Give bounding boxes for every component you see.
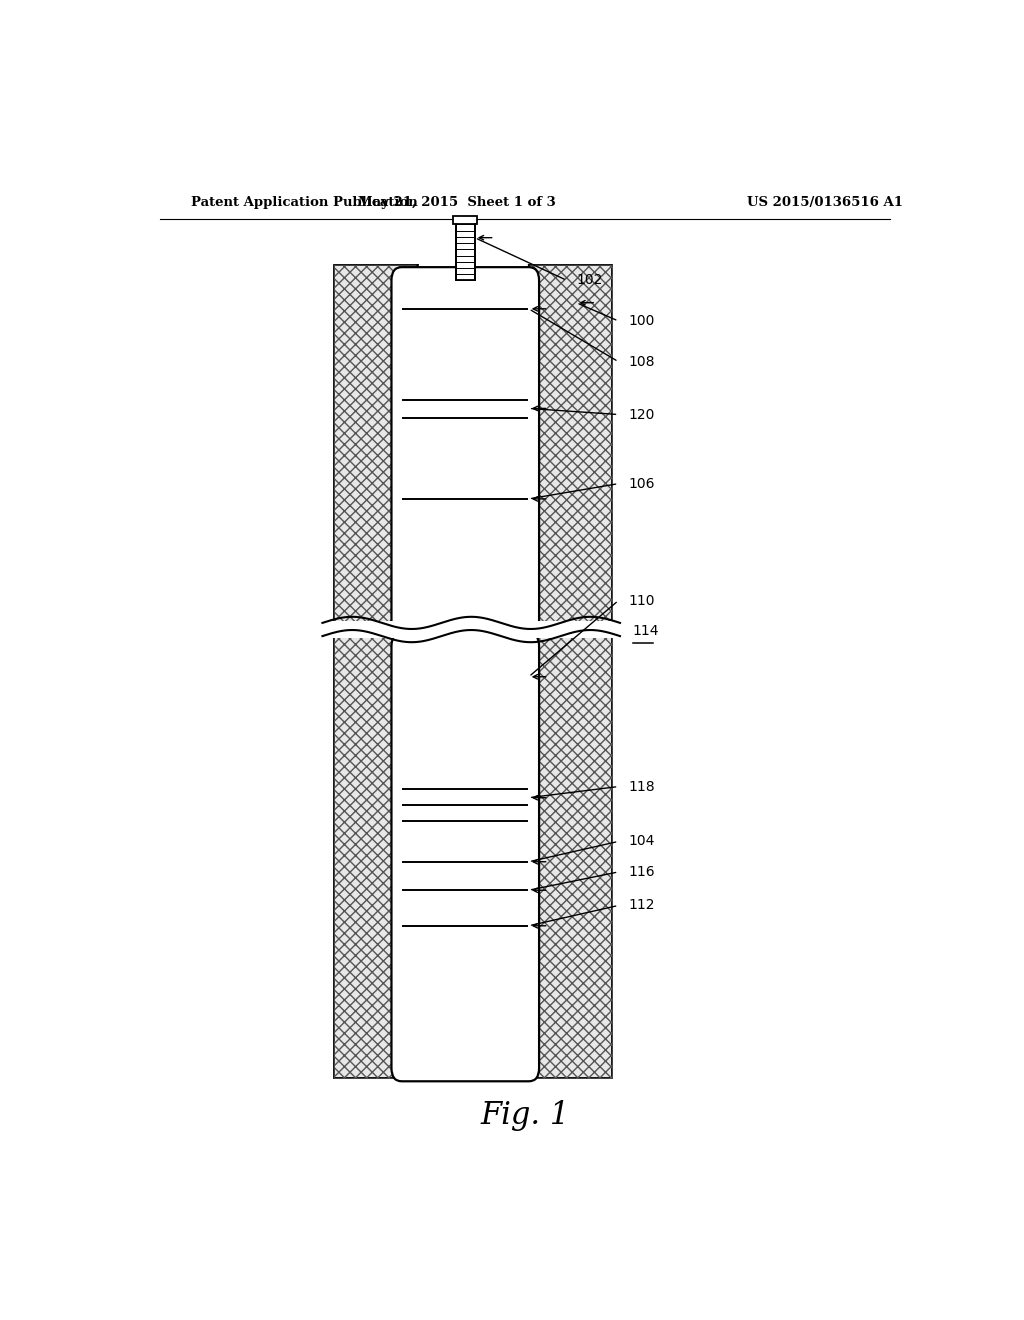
Bar xyxy=(334,265,418,1078)
FancyBboxPatch shape xyxy=(391,634,539,1081)
Bar xyxy=(528,265,612,1078)
Text: 100: 100 xyxy=(628,314,654,329)
Text: 118: 118 xyxy=(628,780,654,793)
Text: 114: 114 xyxy=(633,624,659,638)
Bar xyxy=(454,216,477,224)
Text: May 21, 2015  Sheet 1 of 3: May 21, 2015 Sheet 1 of 3 xyxy=(358,195,556,209)
Bar xyxy=(334,265,418,1078)
Text: 116: 116 xyxy=(628,865,654,879)
Text: 106: 106 xyxy=(628,477,654,491)
Text: 102: 102 xyxy=(577,273,603,288)
Text: 120: 120 xyxy=(628,408,654,421)
Bar xyxy=(318,620,632,638)
Bar xyxy=(401,647,528,1068)
Text: 110: 110 xyxy=(628,594,654,607)
Bar xyxy=(528,265,612,1078)
Text: Fig. 1: Fig. 1 xyxy=(480,1101,569,1131)
Bar xyxy=(401,280,528,631)
Text: 112: 112 xyxy=(628,899,654,912)
Text: Patent Application Publication: Patent Application Publication xyxy=(191,195,418,209)
Bar xyxy=(456,224,475,280)
Text: US 2015/0136516 A1: US 2015/0136516 A1 xyxy=(748,195,903,209)
Text: 108: 108 xyxy=(628,355,654,368)
Text: 104: 104 xyxy=(628,834,654,849)
FancyBboxPatch shape xyxy=(391,267,539,644)
